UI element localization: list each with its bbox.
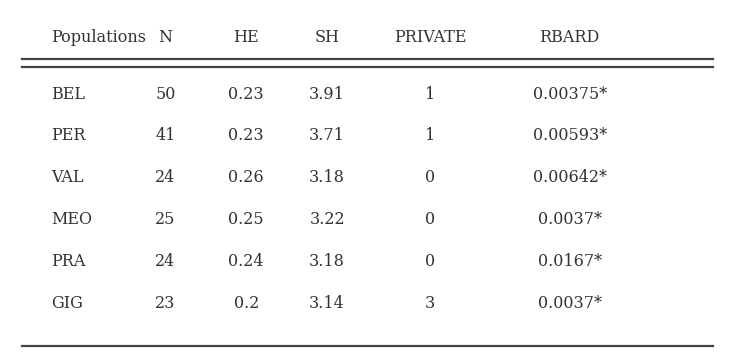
Text: 24: 24: [155, 169, 176, 186]
Text: 3.91: 3.91: [309, 86, 345, 103]
Text: 50: 50: [155, 86, 176, 103]
Text: 0.0167*: 0.0167*: [537, 253, 602, 270]
Text: 0.23: 0.23: [229, 86, 264, 103]
Text: PRIVATE: PRIVATE: [394, 29, 466, 46]
Text: 1: 1: [425, 127, 435, 144]
Text: 3: 3: [425, 295, 435, 312]
Text: VAL: VAL: [51, 169, 84, 186]
Text: 3.71: 3.71: [309, 127, 345, 144]
Text: SH: SH: [315, 29, 340, 46]
Text: GIG: GIG: [51, 295, 83, 312]
Text: Populations: Populations: [51, 29, 146, 46]
Text: BEL: BEL: [51, 86, 85, 103]
Text: 0.23: 0.23: [229, 127, 264, 144]
Text: 0.26: 0.26: [229, 169, 264, 186]
Text: PRA: PRA: [51, 253, 86, 270]
Text: 3.18: 3.18: [309, 253, 345, 270]
Text: HE: HE: [234, 29, 259, 46]
Text: 3.22: 3.22: [309, 211, 345, 228]
Text: MEO: MEO: [51, 211, 93, 228]
Text: 0.25: 0.25: [229, 211, 264, 228]
Text: 23: 23: [155, 295, 176, 312]
Text: RBARD: RBARD: [539, 29, 600, 46]
Text: 0.00375*: 0.00375*: [532, 86, 607, 103]
Text: 0.0037*: 0.0037*: [537, 295, 602, 312]
Text: 25: 25: [155, 211, 176, 228]
Text: N: N: [158, 29, 173, 46]
Text: 1: 1: [425, 86, 435, 103]
Text: PER: PER: [51, 127, 86, 144]
Text: 0.24: 0.24: [229, 253, 264, 270]
Text: 0: 0: [425, 253, 435, 270]
Text: 0.2: 0.2: [234, 295, 259, 312]
Text: 41: 41: [155, 127, 176, 144]
Text: 0.00593*: 0.00593*: [532, 127, 607, 144]
Text: 0.00642*: 0.00642*: [533, 169, 606, 186]
Text: 0: 0: [425, 211, 435, 228]
Text: 24: 24: [155, 253, 176, 270]
Text: 0.0037*: 0.0037*: [537, 211, 602, 228]
Text: 0: 0: [425, 169, 435, 186]
Text: 3.18: 3.18: [309, 169, 345, 186]
Text: 3.14: 3.14: [309, 295, 345, 312]
